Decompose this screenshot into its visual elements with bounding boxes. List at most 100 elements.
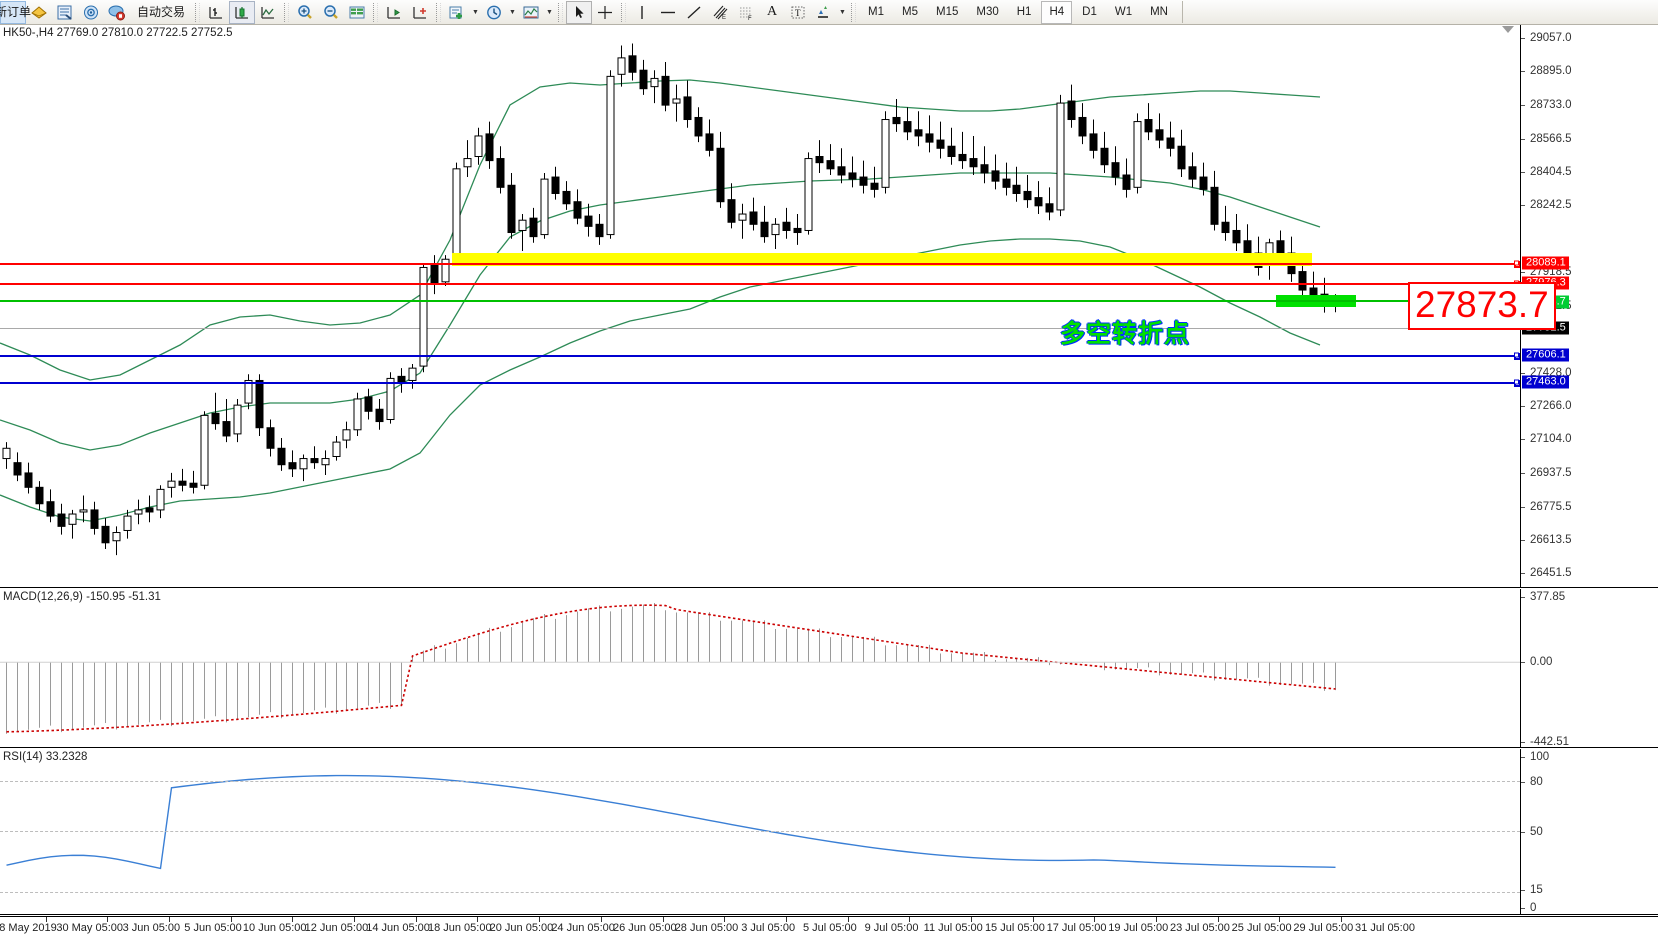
price-callout-box[interactable]: 27873.7 (1408, 282, 1556, 330)
macd-axis[interactable]: 377.85 0.00 -442.51 (1520, 589, 1658, 748)
period-dropdown-arrow[interactable]: ▼ (509, 8, 516, 16)
text-icon[interactable]: A (766, 4, 778, 19)
price-tag-handle[interactable] (1514, 379, 1519, 385)
price-axis-tick: 26775.5 (1521, 501, 1572, 513)
svg-text:E: E (722, 15, 726, 21)
new-order-button[interactable]: 新订单 (0, 0, 31, 24)
price-axis-tick: 26613.5 (1521, 534, 1572, 546)
last-price-line (0, 328, 1520, 329)
period-icon[interactable] (481, 1, 507, 24)
auto-scroll-icon[interactable] (407, 1, 433, 24)
time-axis-label: 18 Jun 05:00 (427, 922, 492, 934)
time-axis-label: 24 Jun 05:00 (551, 922, 615, 934)
toolbar-separator-6 (621, 2, 627, 22)
macd-plot[interactable] (0, 589, 1520, 747)
resistance-zone-highlight[interactable] (452, 253, 1312, 266)
price-pane[interactable]: HK50-,H4 27769.0 27810.0 27722.5 27752.5 (0, 25, 1658, 588)
chart-header-label: HK50-,H4 27769.0 27810.0 27722.5 27752.5 (3, 27, 233, 39)
vertical-line-icon[interactable] (629, 1, 655, 24)
macd-axis-tick: 377.85 (1521, 591, 1565, 603)
auto-trading-button[interactable]: 自动交易 (130, 1, 192, 24)
timeframe-button-h1[interactable]: H1 (1016, 5, 1032, 18)
new-order-label: 新订单 (0, 4, 32, 19)
price-tag-handle[interactable] (1514, 260, 1519, 266)
price-axis-tick: 28242.5 (1521, 199, 1572, 211)
templates-dropdown-arrow[interactable]: ▼ (546, 8, 553, 16)
templates-icon[interactable] (518, 1, 544, 24)
time-axis-label: 23 Jul 05:00 (1169, 922, 1230, 934)
time-axis-separator (292, 917, 294, 922)
expert-advisor-icon[interactable] (26, 1, 52, 24)
text-label-icon[interactable]: T (785, 1, 811, 24)
fibonacci-icon[interactable]: F (733, 1, 759, 24)
timeframe-button-d1[interactable]: D1 (1082, 5, 1097, 18)
price-tag-red[interactable]: 28089.1 (1514, 256, 1569, 270)
candlestick-chart-icon[interactable] (229, 0, 256, 24)
price-axis-tick: 28733.0 (1521, 99, 1572, 111)
strategy-tester-icon[interactable] (104, 1, 130, 24)
rsi-level-80-gridline (0, 781, 1520, 782)
time-axis-label: 15 Jul 05:00 (984, 922, 1045, 934)
zoom-in-icon[interactable] (292, 1, 318, 24)
navigator-icon[interactable] (78, 1, 104, 24)
timeframe-button-w1[interactable]: W1 (1114, 5, 1133, 18)
price-tag-handle[interactable] (1514, 352, 1519, 358)
rsi-level-50-gridline (0, 831, 1520, 832)
timeframe-button-m30[interactable]: M30 (976, 5, 999, 18)
shapes-dropdown-arrow[interactable]: ▼ (839, 8, 846, 16)
support-line-2[interactable] (0, 380, 1520, 387)
price-tag-blue[interactable]: 27463.0 (1514, 375, 1569, 389)
timeframe-button-h4[interactable]: H4 (1041, 0, 1073, 24)
time-axis-separator (847, 917, 849, 922)
horizontal-line-icon[interactable] (655, 1, 681, 24)
time-axis-separator (354, 917, 356, 922)
time-axis-separator (415, 917, 417, 922)
pivot-line[interactable] (0, 298, 1520, 305)
crosshair-icon[interactable] (592, 1, 618, 24)
cursor-icon[interactable] (566, 0, 593, 24)
bar-chart-icon[interactable] (203, 1, 229, 24)
chart-area[interactable]: HK50-,H4 27769.0 27810.0 27722.5 27752.5 (0, 25, 1658, 942)
rsi-plot[interactable] (0, 749, 1520, 914)
timeframe-button-m5[interactable]: M5 (902, 5, 918, 18)
time-axis-separator (539, 917, 541, 922)
price-axis-tick: 27266.0 (1521, 400, 1572, 412)
macd-pane[interactable]: MACD(12,26,9) -150.95 -51.31 377.85 0.00 -… (0, 589, 1658, 748)
time-axis-separator (600, 917, 602, 922)
timeframe-button-mn[interactable]: MN (1150, 5, 1168, 18)
price-axis-tick: 28404.5 (1521, 166, 1572, 178)
shapes-icon[interactable] (811, 1, 837, 24)
price-plot[interactable]: 多空转折点 (0, 25, 1520, 587)
toolbar-separator-8 (1181, 1, 1183, 23)
price-axis-tick: 29057.0 (1521, 32, 1572, 44)
resistance-line-2[interactable] (0, 281, 1520, 288)
rsi-axis-tick: 0 (1521, 902, 1536, 914)
timeframe-button-m15[interactable]: M15 (935, 5, 959, 18)
timeframe-button-m1[interactable]: M1 (868, 5, 884, 18)
line-chart-icon[interactable] (255, 1, 281, 24)
rsi-axis[interactable]: 100 80 50 15 0 (1520, 749, 1658, 914)
toolbar-separator-4 (436, 2, 442, 22)
resistance-line-1[interactable] (0, 261, 1520, 268)
time-axis-separator (1279, 917, 1281, 922)
trendline-icon[interactable] (681, 1, 707, 24)
data-window-icon[interactable] (52, 1, 78, 24)
time-axis[interactable]: 8 May 2019 30 May 05:00 3 Jun 05:00 5 Jun 0… (0, 916, 1658, 942)
price-tag-blue[interactable]: 27606.1 (1514, 348, 1569, 362)
toolbar-separator-1 (195, 2, 201, 22)
tile-windows-icon[interactable] (344, 1, 370, 24)
time-axis-label: 30 May 05:00 (56, 922, 123, 934)
add-indicator-icon[interactable] (444, 1, 470, 24)
macd-axis-tick: -442.51 (1521, 736, 1569, 748)
rsi-pane[interactable]: RSI(14) 33.2328 100 80 50 15 0 (0, 749, 1658, 915)
support-line-1[interactable] (0, 353, 1520, 360)
equidistant-channel-icon[interactable]: E (707, 1, 733, 24)
time-axis-separator (724, 917, 726, 922)
chart-annotation-text[interactable]: 多空转折点 (1060, 319, 1191, 348)
bollinger-bands (0, 79, 1321, 522)
zoom-out-icon[interactable] (318, 1, 344, 24)
add-indicator-dropdown-arrow[interactable]: ▼ (472, 8, 479, 16)
time-axis-label: 26 Jun 05:00 (613, 922, 677, 934)
chart-shift-icon[interactable] (381, 1, 407, 24)
price-axis-tick: 27104.0 (1521, 433, 1572, 445)
